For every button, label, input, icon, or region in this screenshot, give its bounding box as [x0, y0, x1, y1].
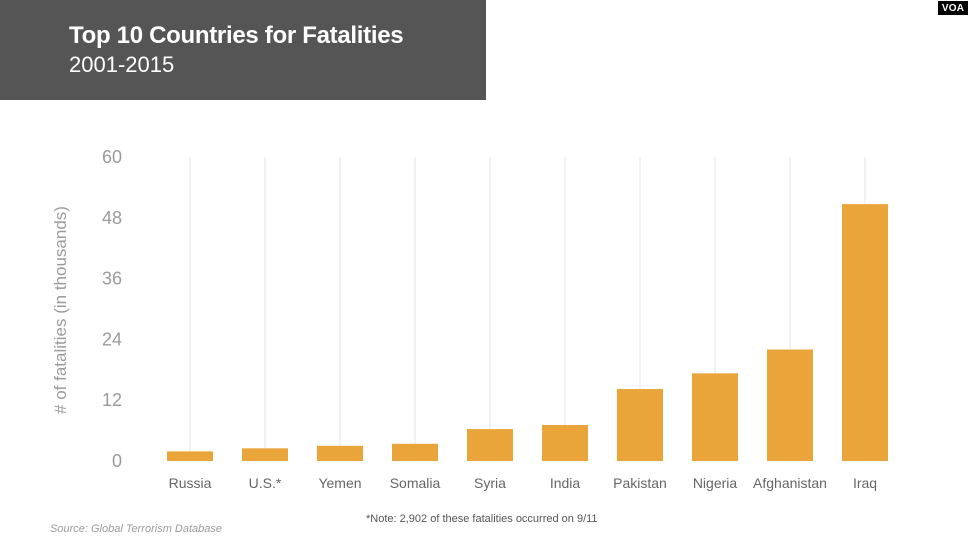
y-axis-label: # of fatalities (in thousands): [51, 206, 70, 414]
bar-layer: [167, 204, 888, 461]
y-tick-label: 12: [102, 390, 122, 410]
y-axis-ticks: 0 12 24 36 48 60: [102, 147, 122, 471]
bar-yemen: [317, 445, 363, 461]
bar-afghanistan: [767, 349, 813, 461]
x-tick-label: Yemen: [318, 475, 361, 491]
grid-layer: [189, 157, 866, 461]
x-tick-label: Afghanistan: [753, 475, 827, 491]
y-tick-label: 0: [112, 451, 122, 471]
bar-pakistan: [617, 389, 663, 461]
bar-russia: [167, 451, 213, 461]
bar-india: [542, 425, 588, 461]
source-credit: Source: Global Terrorism Database: [50, 523, 223, 535]
x-tick-label: Nigeria: [693, 475, 738, 491]
chart-title: Top 10 Countries for Fatalities: [69, 22, 404, 49]
bar-nigeria: [692, 373, 738, 461]
bar-us: [242, 448, 288, 461]
x-tick-label: Somalia: [390, 475, 441, 491]
y-tick-label: 48: [102, 208, 122, 228]
bar-somalia: [392, 443, 438, 461]
title-banner: Top 10 Countries for Fatalities 2001-201…: [0, 0, 486, 100]
bar-iraq: [842, 204, 888, 461]
voa-logo: VOA: [937, 0, 969, 16]
y-tick-label: 36: [102, 269, 122, 289]
x-tick-label: Syria: [474, 475, 506, 491]
x-tick-label: Pakistan: [613, 475, 667, 491]
x-tick-label: Iraq: [853, 475, 877, 491]
bar-syria: [467, 429, 513, 461]
chart-subtitle: 2001-2015: [69, 52, 175, 77]
x-tick-label: U.S.*: [249, 475, 282, 491]
y-tick-label: 24: [102, 329, 122, 349]
x-tick-label: India: [550, 475, 581, 491]
footnote: *Note: 2,902 of these fatalities occurre…: [366, 513, 598, 525]
y-tick-label: 60: [102, 147, 122, 167]
x-tick-label: Russia: [169, 475, 212, 491]
x-axis-labels: Russia U.S.* Yemen Somalia Syria India Pakista…: [169, 475, 877, 491]
